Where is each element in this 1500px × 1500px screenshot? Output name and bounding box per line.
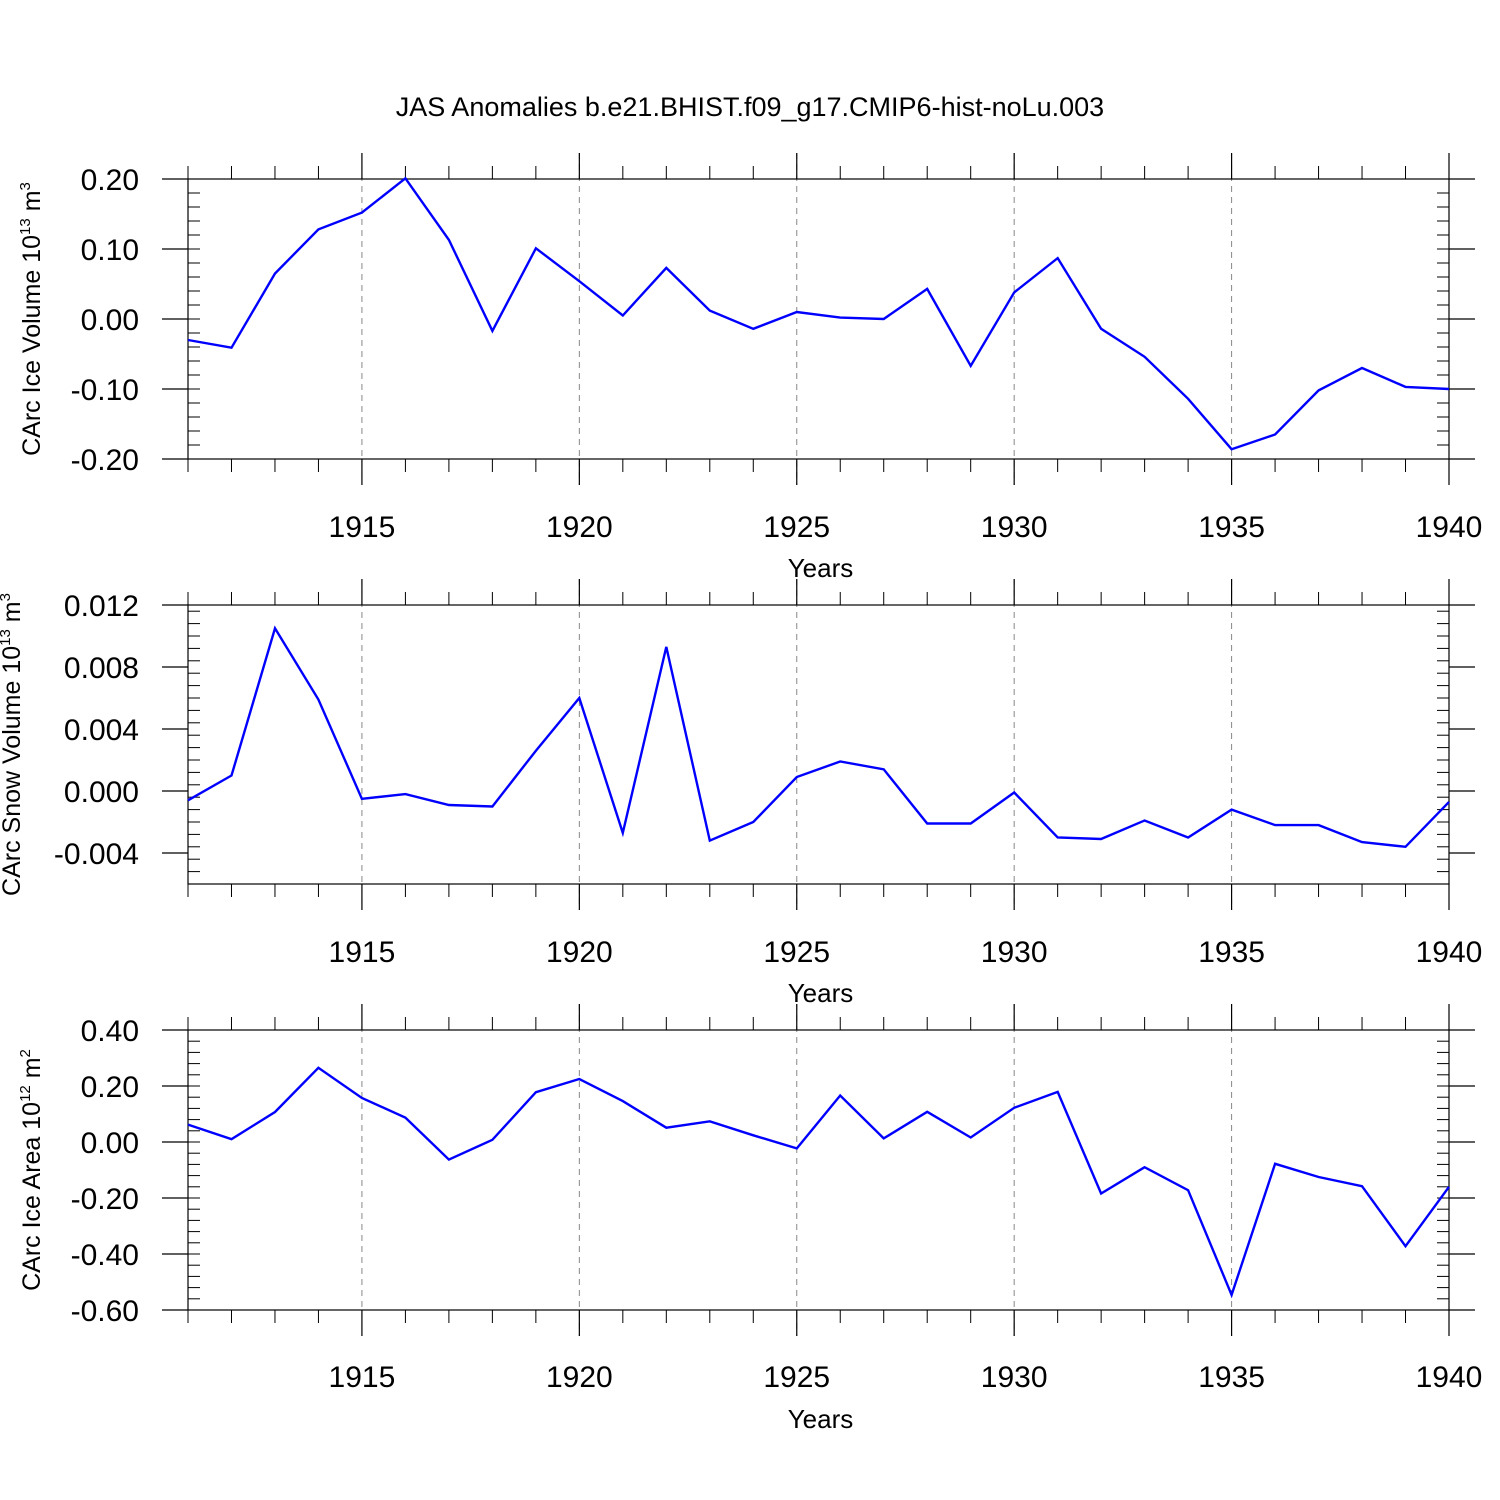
y-tick-label: 0.012 [64,590,139,623]
plot-frame [187,178,1450,460]
x-tick-label: 1915 [329,936,396,969]
panel-2: 0.012 0.008 0.004 0.000 -0.004 1915 1920 1925 19… [0,579,1482,1008]
y-tick-label: -0.40 [71,1239,139,1272]
panel-1: 0.20 0.10 0.00 -0.10 -0.20 1915 1920 1925 1930 19… [17,153,1482,583]
y-tick-label: 0.20 [81,1071,139,1104]
x-tick-label: 1935 [1198,511,1265,544]
y-tick-label: 0.40 [81,1015,139,1048]
x-tick-label: 1930 [981,936,1048,969]
x-tick-label: 1925 [763,1361,830,1394]
chart-title: JAS Anomalies b.e21.BHIST.f09_g17.CMIP6-… [396,92,1104,122]
x-axis-label: Years [788,978,854,1008]
x-tick-label: 1930 [981,511,1048,544]
panel-3: 0.40 0.20 0.00 -0.20 -0.40 -0.60 1915 1920 1925 1… [17,1004,1482,1434]
x-axis-label: Years [788,1404,854,1434]
x-tick-label: 1940 [1416,511,1483,544]
x-tick-label: 1935 [1198,936,1265,969]
x-tick-label: 1920 [546,511,613,544]
y-tick-label: 0.000 [64,776,139,809]
x-tick-label: 1920 [546,936,613,969]
x-tick-label: 1925 [763,936,830,969]
x-tick-label: 1920 [546,1361,613,1394]
y-tick-label: 0.00 [81,1127,139,1160]
y-tick-label: -0.10 [71,374,139,407]
y-tick-label: 0.008 [64,652,139,685]
series-line [187,625,1450,849]
y-tick-label: 0.00 [81,304,139,337]
x-tick-label: 1925 [763,511,830,544]
y-axis-label: CArc Ice Volume 1013 m3 [17,182,46,456]
series-line [187,176,1450,451]
x-tick-label: 1915 [329,1361,396,1394]
plot-frame [187,1029,1450,1311]
x-tick-label: 1930 [981,1361,1048,1394]
y-axis-label: CArc Snow Volume 1013 m3 [0,593,26,896]
y-tick-label: 0.20 [81,164,139,197]
x-axis-label: Years [788,553,854,583]
series-line [187,1066,1450,1299]
x-tick-label: 1935 [1198,1361,1265,1394]
x-tick-label: 1940 [1416,1361,1483,1394]
y-tick-label: 0.004 [64,714,139,747]
y-tick-label: -0.20 [71,444,139,477]
y-tick-label: -0.20 [71,1183,139,1216]
x-tick-label: 1940 [1416,936,1483,969]
y-tick-label: -0.004 [54,838,139,871]
plot-frame [187,604,1450,885]
y-axis-label: CArc Ice Area 1012 m2 [17,1049,46,1291]
y-tick-label: 0.10 [81,234,139,267]
y-tick-label: -0.60 [71,1295,139,1328]
x-tick-label: 1915 [329,511,396,544]
